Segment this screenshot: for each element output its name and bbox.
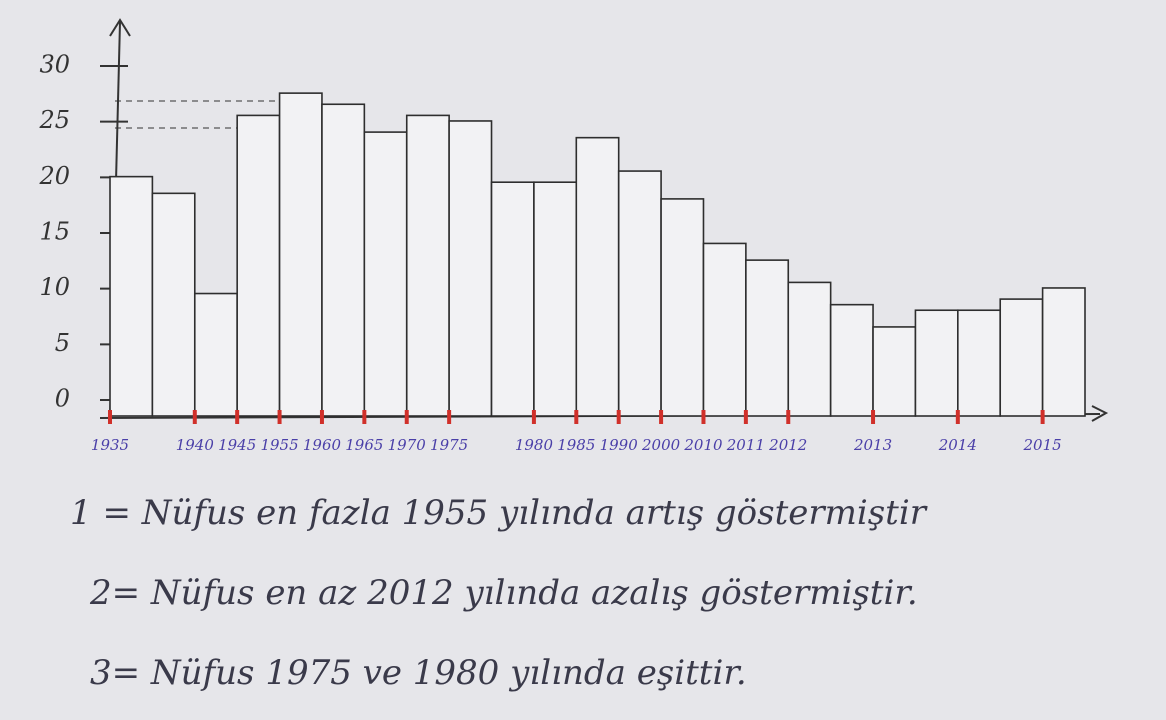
x-tick-label: 1960 (303, 436, 342, 454)
x-axis-arrow (1091, 405, 1109, 422)
bar (448, 120, 493, 417)
x-tick-label: 2014 (938, 436, 977, 454)
bar (321, 103, 366, 417)
y-axis-arrow (109, 18, 131, 37)
bar (787, 281, 832, 417)
x-tick-label: 1940 (176, 436, 215, 454)
bar (236, 114, 281, 417)
bar (193, 292, 238, 417)
x-tick-label: 2015 (1023, 436, 1062, 454)
note: 1 = Nüfus en fazla 1955 yılında artış gö… (70, 493, 928, 533)
note: 2= Nüfus en az 2012 yılında azalış göste… (89, 573, 918, 613)
bar (872, 326, 917, 417)
bar (405, 114, 450, 417)
y-tick-label: 30 (39, 51, 70, 79)
bar (999, 298, 1044, 417)
x-tick-label: 1955 (260, 436, 298, 454)
x-tick-label: 1965 (345, 436, 383, 454)
bar (533, 181, 578, 417)
bar (1041, 287, 1086, 417)
y-tick-label: 15 (39, 218, 70, 246)
bar (151, 192, 196, 417)
x-tick-label: 2000 (641, 436, 681, 454)
x-tick-label: 1970 (388, 436, 427, 454)
y-tick-label: 25 (38, 106, 70, 134)
bar (702, 242, 747, 417)
x-tick-label: 1985 (557, 436, 595, 454)
bar (363, 131, 408, 417)
bar (745, 259, 790, 417)
y-tick-label: 10 (39, 273, 70, 301)
x-tick-label: 2010 (683, 436, 723, 454)
x-tick-label: 2012 (768, 436, 807, 454)
bar (278, 92, 323, 417)
y-tick-label: 5 (55, 329, 70, 357)
note: 3= Nüfus 1975 ve 1980 yılında eşittir. (90, 653, 747, 693)
bar (957, 309, 1002, 417)
bar (490, 181, 535, 417)
x-tick-label: 1980 (515, 436, 554, 454)
y-tick-label: 0 (55, 385, 70, 413)
bar (829, 303, 874, 417)
x-tick-label: 1975 (430, 436, 468, 454)
bar (660, 198, 705, 417)
x-tick-label: 2011 (726, 436, 765, 454)
y-tick-label: 20 (38, 162, 70, 190)
bar (109, 175, 154, 417)
bar (914, 309, 959, 417)
x-tick-label: 2013 (853, 436, 892, 454)
x-tick-label: 1990 (600, 436, 639, 454)
bar (617, 170, 662, 417)
x-tick-label: 1945 (218, 436, 256, 454)
x-tick-label: 1935 (91, 436, 129, 454)
bar (575, 136, 620, 417)
